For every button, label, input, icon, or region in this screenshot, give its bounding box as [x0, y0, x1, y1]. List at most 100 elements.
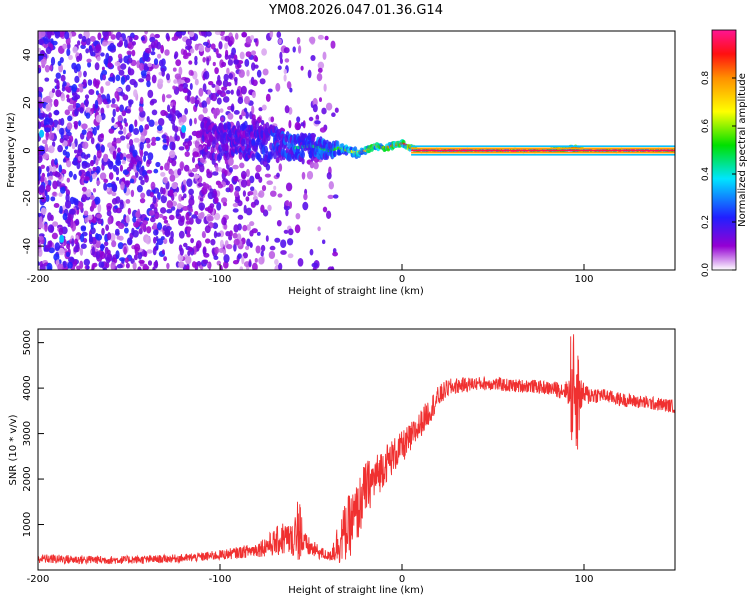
spectrogram-noise-cell: [137, 266, 142, 270]
spectrogram-noise-cell: [84, 94, 90, 99]
spectrogram-noise-cell: [312, 97, 318, 107]
snr-y-ticks: 1000 2000 3000 4000 5000: [22, 330, 44, 537]
spectrogram-noise-cell: [206, 57, 210, 66]
spectrogram-noise-cell: [106, 104, 110, 109]
spectrogram-noise-cell: [183, 193, 187, 199]
spectrogram-noise-cell: [55, 72, 61, 79]
spectrogram-noise-cell: [144, 47, 152, 54]
spectrogram-noise-cell: [178, 230, 185, 239]
spectrogram-noise-cell: [62, 149, 67, 156]
spectrogram-noise-cell: [252, 189, 258, 197]
spectrogram-noise-cell: [144, 137, 151, 144]
spectrogram-noise-cell: [206, 171, 213, 179]
spectrogram-noise-cell: [275, 157, 280, 164]
spectrogram-noise-cell: [227, 157, 234, 166]
spectrogram-noise-cell: [125, 214, 130, 224]
spectrogram-noise-cell: [83, 176, 90, 182]
colorbar-tick-label: 0.0: [701, 263, 711, 278]
spectrogram-noise-cell: [172, 85, 176, 90]
spectrogram-noise-cell: [284, 58, 290, 63]
spectrogram-noise-cell: [147, 260, 153, 266]
spectrogram-noise-cell: [81, 194, 87, 203]
spectrogram-noise-cell: [50, 38, 54, 44]
spectrogram-noise-cell: [251, 91, 256, 99]
spectrogram-noise-cell: [106, 210, 112, 217]
spectrogram-noise-cell: [66, 48, 71, 57]
spectrogram-noise-cell: [147, 152, 154, 161]
spectrogram-noise-cell: [288, 120, 292, 129]
spectrogram-noise-cell: [115, 137, 122, 144]
spectrogram-noise-cell: [38, 235, 44, 241]
spectrogram-noise-cell: [245, 51, 252, 58]
spectrogram-noise-cell: [54, 158, 58, 166]
spectrogram-noise-cell: [188, 172, 195, 178]
spectrogram-noise-cell: [213, 230, 218, 239]
spectrogram-noise-cell: [125, 262, 130, 269]
spectrogram-noise-cell: [40, 207, 47, 216]
spectrogram-noise-cell: [308, 36, 316, 44]
spectrogram-noise-cell: [138, 228, 143, 235]
spectrogram-noise-cell: [47, 240, 52, 247]
spectrogram-noise-cell: [161, 93, 166, 103]
spectrogram-noise-cell: [232, 203, 239, 208]
spectrogram-y-tick-label: 0: [22, 147, 33, 153]
spectrogram-noise-cell: [113, 124, 118, 128]
spectrogram-noise-cell: [50, 196, 56, 202]
spectrogram-noise-cell: [77, 143, 82, 152]
spectrogram-noise-cell: [189, 208, 193, 213]
spectrogram-noise-cell: [52, 191, 57, 196]
spectrogram-noise-cell: [131, 49, 136, 57]
spectrogram-noise-cell: [145, 73, 151, 83]
spectrogram-noise-cell: [107, 232, 112, 241]
spectrogram-ridge-core: [334, 147, 336, 151]
spectrogram-noise-cell: [230, 52, 235, 59]
spectrogram-noise-cell: [246, 179, 251, 187]
spectrogram-noise-cell: [169, 150, 176, 159]
spectrogram-noise-cell: [246, 224, 251, 231]
spectrogram-noise-cell: [279, 51, 283, 60]
spectrogram-noise-cell: [205, 238, 211, 244]
spectrogram-noise-cell: [164, 49, 170, 56]
spectrogram-noise-cell: [183, 242, 188, 248]
spectrogram-noise-cell: [334, 107, 339, 113]
spectrogram-noise-cell: [194, 99, 200, 105]
spectrogram-noise-cell: [126, 50, 133, 56]
spectrogram-noise-cell: [173, 191, 178, 197]
spectrogram-noise-cell: [118, 222, 125, 230]
spectrogram-noise-cell: [322, 239, 326, 245]
spectrogram-noise-cell: [100, 72, 104, 81]
spectrogram-noise-cell: [227, 112, 234, 120]
spectrogram-noise-cell: [251, 62, 256, 71]
spectrogram-noise-cell: [166, 94, 172, 99]
spectrogram-carrier-band: [411, 149, 675, 152]
spectrogram-noise-cell: [38, 107, 41, 116]
spectrogram-noise-cell: [193, 174, 200, 179]
spectrogram-noise-cell: [146, 226, 152, 234]
spectrogram-noise-cell: [83, 258, 91, 266]
figure-title: YM08.2026.047.01.36.G14: [268, 3, 443, 18]
spectrogram-noise-cell: [52, 221, 59, 227]
spectrogram-noise-cell: [66, 243, 71, 250]
spectrogram-noise-cell: [227, 82, 232, 87]
spectrogram-noise-cell: [301, 171, 306, 180]
spectrogram-noise-cell: [260, 250, 264, 257]
spectrogram-noise-cell: [162, 144, 168, 151]
spectrogram-noise-cell: [100, 144, 106, 153]
spectrogram-noise-cell: [54, 171, 61, 178]
spectrogram-noise-cell: [322, 206, 328, 213]
snr-panel: -200 -100 0 100 1000 2000 3000 4000 5000 Height…: [8, 328, 676, 596]
spectrogram-noise-cell: [64, 199, 72, 209]
spectrogram-noise-cell: [244, 107, 248, 113]
spectrogram-noise-cell: [96, 213, 103, 219]
spectrogram-noise-cell: [294, 224, 301, 234]
spectrogram-noise-cell: [201, 231, 206, 238]
spectrogram-ridge-core: [363, 149, 365, 153]
spectrogram-noise-cell: [311, 262, 319, 268]
spectrogram-noise-cell: [118, 235, 124, 241]
spectrogram-noise-cell: [220, 116, 225, 122]
spectrogram-noise-cell: [70, 208, 76, 215]
spectrogram-noise-cell: [213, 212, 221, 221]
spectrogram-noise-cell: [156, 222, 163, 231]
spectrogram-noise-cell: [124, 39, 128, 49]
